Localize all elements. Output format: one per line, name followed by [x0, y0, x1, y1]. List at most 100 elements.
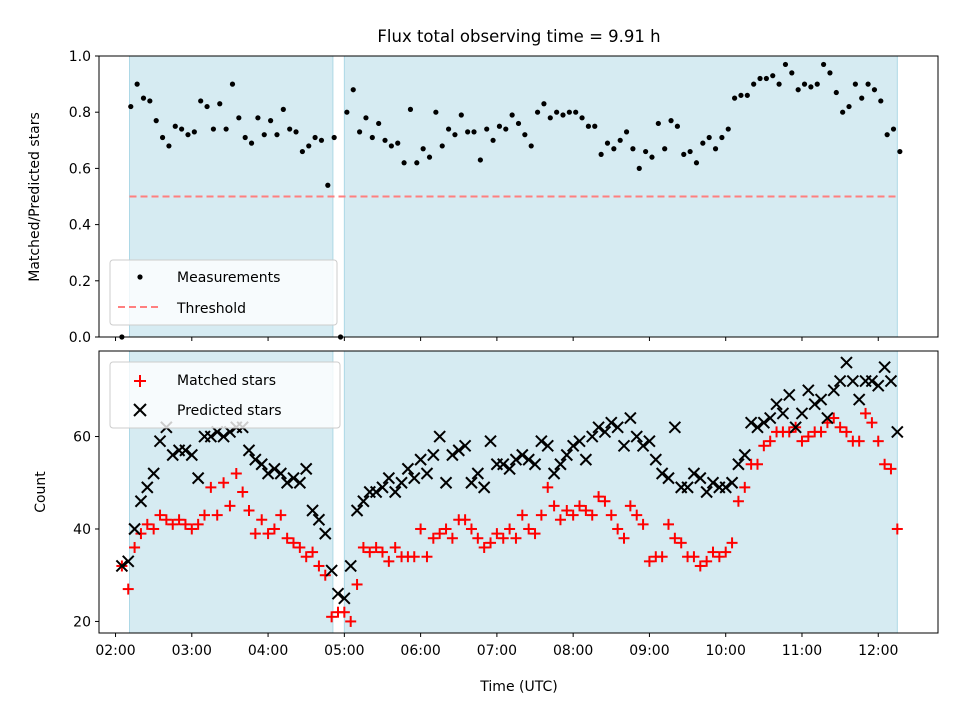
predicted-point — [166, 448, 179, 462]
matched-point — [885, 463, 897, 475]
measurement-point — [712, 146, 719, 152]
measurement-point — [668, 118, 674, 124]
matched-point — [415, 523, 427, 535]
matched-point — [383, 555, 395, 567]
measurement-point — [134, 81, 140, 87]
predicted-point — [655, 467, 669, 480]
matched-point — [554, 514, 566, 526]
matched-point — [656, 551, 668, 563]
matched-point — [612, 523, 624, 535]
ratio-ylabel: Matched/Predicted stars — [27, 112, 43, 282]
predicted-point — [865, 374, 879, 388]
measurement-point — [738, 92, 744, 98]
measurement-point — [471, 129, 477, 135]
predicted-point — [535, 434, 548, 448]
matched-point — [389, 541, 401, 553]
matched-point — [326, 611, 338, 623]
measurement-point — [865, 81, 871, 87]
matched-point — [179, 518, 191, 530]
predicted-point — [770, 397, 783, 411]
matched-point — [732, 495, 744, 507]
measurement-point — [630, 146, 636, 152]
matched-point — [796, 435, 808, 447]
x-tick-label: 04:00 — [248, 643, 288, 659]
matched-point — [427, 532, 439, 544]
measurement-point — [522, 132, 528, 138]
predicted-point — [738, 448, 751, 462]
predicted-point — [566, 439, 580, 452]
measurement-point — [223, 126, 229, 132]
measurement-point — [363, 115, 369, 121]
predicted-point — [891, 425, 904, 439]
matched-point — [815, 426, 827, 438]
measurement-point — [878, 98, 884, 104]
x-tick-label: 11:00 — [782, 643, 822, 659]
predicted-point — [649, 453, 662, 466]
y-tick-label: 1.0 — [69, 49, 91, 65]
measurement-point — [840, 109, 846, 115]
measurement-point — [287, 126, 293, 132]
predicted-point — [840, 356, 853, 369]
matched-point — [364, 546, 376, 558]
predicted-point — [300, 462, 313, 476]
measurement-point — [217, 101, 223, 107]
predicted-point — [547, 467, 561, 480]
measurement-point — [770, 73, 776, 79]
matched-point — [218, 477, 230, 489]
measurement-point — [846, 103, 852, 110]
measurement-point — [153, 118, 159, 124]
predicted-point — [757, 416, 771, 429]
predicted-point — [802, 384, 815, 397]
matched-point — [300, 551, 312, 563]
matched-point — [173, 514, 185, 526]
measurement-point — [592, 123, 598, 129]
predicted-point — [884, 374, 898, 388]
x-tick-label: 06:00 — [400, 643, 440, 659]
measurement-point — [166, 143, 172, 149]
predicted-point — [776, 407, 790, 420]
predicted-point — [319, 527, 332, 540]
predicted-point — [185, 448, 199, 462]
measurement-point — [395, 140, 401, 146]
measurement-point — [611, 146, 617, 152]
measurement-point — [159, 134, 166, 141]
measurement-point — [426, 154, 433, 160]
predicted-point — [191, 471, 205, 485]
predicted-point — [134, 495, 148, 508]
matched-point — [739, 481, 751, 493]
matched-point — [491, 528, 503, 540]
predicted-point — [643, 434, 656, 448]
measurement-point — [897, 148, 903, 155]
predicted-point — [852, 393, 866, 406]
matched-point — [262, 528, 274, 540]
predicted-point — [287, 471, 300, 485]
measurement-point — [407, 106, 414, 112]
matched-point — [148, 523, 160, 535]
y-tick-label: 0.0 — [69, 330, 91, 346]
matched-point — [828, 412, 840, 424]
measurement-point — [833, 89, 839, 96]
predicted-point — [662, 471, 675, 485]
measurement-point — [477, 157, 483, 163]
matched-point — [510, 532, 522, 544]
matched-point — [675, 537, 687, 549]
predicted-point — [344, 559, 357, 573]
measurement-point — [687, 148, 693, 155]
measurement-point — [706, 134, 712, 141]
matched-point — [338, 606, 350, 618]
measurement-point — [814, 81, 820, 87]
matched-point — [256, 514, 268, 526]
matched-star-points — [116, 407, 903, 627]
matched-point — [504, 523, 516, 535]
measurement-point — [598, 151, 604, 157]
matched-point — [351, 578, 363, 590]
y-tick-label: 0.4 — [69, 218, 91, 234]
measurement-point — [820, 61, 827, 68]
predicted-point — [751, 421, 764, 434]
measurement-point — [827, 70, 833, 76]
matched-point — [866, 417, 878, 429]
predicted-point — [325, 564, 338, 577]
predicted-point — [458, 439, 472, 452]
predicted-point — [408, 471, 421, 485]
predicted-point — [376, 481, 389, 494]
